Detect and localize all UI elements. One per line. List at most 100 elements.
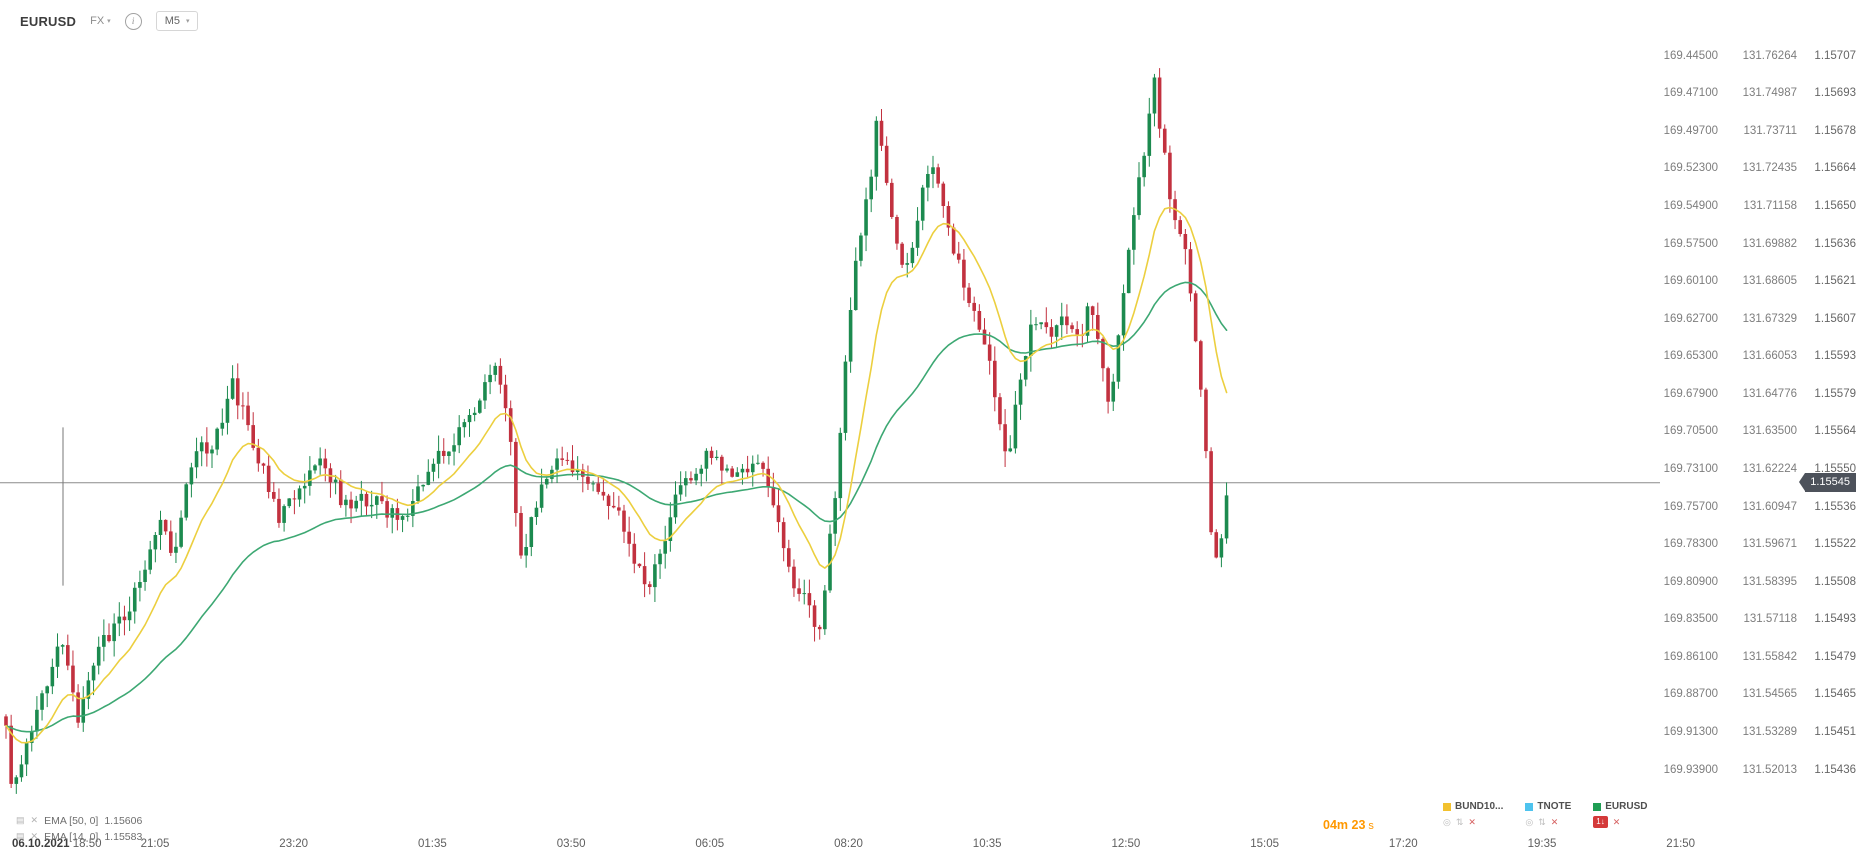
price-scale-label: 1.15479 — [1814, 650, 1856, 663]
price-scale-label: 169.86100 — [1663, 650, 1718, 663]
price-scale-row: 169.60100 131.68605 1.15621 — [1654, 274, 1856, 288]
indicator-remove-icon[interactable]: ✕ — [30, 831, 39, 841]
price-scale-label: 169.88700 — [1663, 688, 1718, 701]
indicator-value: 1.15583 — [104, 830, 143, 843]
instrument-badge[interactable]: TNOTE ◎ ⇅ ✕ — [1525, 801, 1571, 828]
price-scale-label: 1.15636 — [1814, 237, 1856, 250]
price-scale-label: 1.15593 — [1814, 350, 1856, 363]
price-scale-label: 1.15493 — [1814, 613, 1856, 626]
price-scale-row: 169.83500 131.57118 1.15493 — [1654, 612, 1856, 626]
current-price-tag: 1.15545 — [1799, 473, 1856, 492]
price-scale-label: 131.74987 — [1742, 87, 1797, 100]
instrument-badge[interactable]: EURUSD 1↓ ✕ — [1593, 801, 1647, 828]
instrument-name: TNOTE — [1537, 801, 1572, 812]
price-scale-label: 169.67900 — [1663, 387, 1718, 400]
time-tick: 03:50 — [556, 838, 586, 850]
price-scale-label: 169.49700 — [1663, 124, 1718, 137]
indicator-label: EMA [14, 0] — [44, 830, 99, 843]
price-scale-label: 1.15621 — [1814, 275, 1856, 288]
price-scale-label: 169.44500 — [1663, 49, 1718, 62]
swap-icon[interactable]: ⇅ — [1455, 817, 1464, 827]
price-scale-label: 1.15607 — [1814, 312, 1856, 325]
candles-group — [4, 68, 1229, 794]
price-scale-label: 1.15650 — [1814, 199, 1856, 212]
price-scale-row: 169.93900 131.52013 1.15436 — [1654, 763, 1856, 777]
price-scale-row: 169.52300 131.72435 1.15664 — [1654, 161, 1856, 175]
price-scale[interactable]: 169.44500 131.76264 1.15707 169.47100 131.74… — [1636, 0, 1866, 865]
price-scale-label: 1.15550 — [1814, 462, 1856, 475]
ema-slow-line — [5, 281, 1228, 733]
price-scale-label: 169.54900 — [1663, 199, 1718, 212]
price-scale-row: 169.44500 131.76264 1.15707 — [1654, 49, 1856, 63]
price-scale-label: 131.64776 — [1742, 387, 1797, 400]
instrument-color-swatch — [1593, 802, 1602, 811]
price-scale-label: 169.62700 — [1663, 312, 1718, 325]
time-tick: 10:35 — [972, 838, 1002, 850]
price-scale-row: 169.54900 131.71158 1.15650 — [1654, 199, 1856, 213]
price-scale-row: 169.70500 131.63500 1.15564 — [1654, 424, 1856, 438]
price-scale-label: 169.57500 — [1663, 237, 1718, 250]
instrument-color-swatch — [1525, 802, 1534, 811]
time-tick: 21:50 — [1666, 838, 1696, 850]
time-axis[interactable]: 06.10.2021 18:50 21:05 23:20 01:35 03:50 06:0… — [0, 836, 1866, 858]
price-scale-label: 1.15508 — [1814, 575, 1856, 588]
price-scale-label: 131.59671 — [1742, 538, 1797, 551]
current-price-value: 1.15545 — [1810, 476, 1850, 488]
market-selector[interactable]: FX ▾ — [90, 15, 111, 27]
price-scale-label: 131.57118 — [1743, 613, 1797, 626]
close-icon[interactable]: ✕ — [1612, 817, 1621, 827]
indicator-legend: ▤ ✕ EMA [50, 0] 1.15606 ▤ ✕ EMA [14, 0] 1.15583 — [16, 814, 142, 843]
indicator-row: ▤ ✕ EMA [50, 0] 1.15606 — [16, 814, 142, 827]
price-scale-label: 131.73711 — [1743, 124, 1797, 137]
price-scale-label: 1.15451 — [1814, 726, 1856, 739]
price-scale-row: 169.47100 131.74987 1.15693 — [1654, 86, 1856, 100]
price-scale-label: 131.69882 — [1742, 237, 1797, 250]
price-scale-label: 169.83500 — [1663, 613, 1718, 626]
indicator-settings-icon[interactable]: ▤ — [16, 815, 25, 825]
price-scale-row: 169.49700 131.73711 1.15678 — [1654, 124, 1856, 138]
timeframe-button[interactable]: M5 ▾ — [155, 11, 199, 31]
swap-icon[interactable]: ⇅ — [1538, 817, 1546, 827]
close-icon[interactable]: ✕ — [1550, 817, 1559, 827]
price-scale-label: 169.52300 — [1663, 162, 1718, 175]
time-tick: 19:35 — [1527, 838, 1557, 850]
price-scale-label: 131.76264 — [1742, 49, 1797, 62]
time-tick: 21:05 — [140, 838, 170, 850]
time-tick: 15:05 — [1250, 838, 1279, 850]
price-scale-label: 131.66053 — [1742, 350, 1797, 363]
price-scale-label: 131.53289 — [1742, 726, 1797, 739]
countdown-minutes: 04m — [1323, 818, 1349, 832]
instrument-color-swatch — [1443, 802, 1451, 811]
instrument-name: BUND10... — [1455, 801, 1504, 812]
indicator-settings-icon[interactable]: ▤ — [16, 831, 25, 841]
price-scale-label: 169.93900 — [1663, 763, 1718, 776]
price-scale-row: 169.80900 131.58395 1.15508 — [1654, 575, 1856, 589]
ema-fast-line — [5, 206, 1228, 744]
info-icon[interactable]: i — [124, 12, 142, 30]
price-scale-label: 131.54565 — [1742, 688, 1797, 701]
price-scale-label: 1.15536 — [1814, 500, 1856, 513]
visibility-icon[interactable]: ◎ — [1525, 817, 1534, 827]
price-scale-label: 131.52013 — [1742, 763, 1797, 776]
instrument-name: EURUSD — [1605, 801, 1648, 812]
price-scale-label: 131.58395 — [1742, 575, 1797, 588]
price-scale-label: 131.55842 — [1742, 650, 1797, 663]
indicator-remove-icon[interactable]: ✕ — [30, 815, 39, 825]
price-scale-label: 1.15522 — [1814, 538, 1856, 551]
price-scale-label: 169.47100 — [1663, 87, 1718, 100]
price-scale-row: 169.91300 131.53289 1.15451 — [1654, 725, 1856, 739]
price-scale-label: 1.15678 — [1814, 124, 1856, 137]
price-scale-row: 169.67900 131.64776 1.15579 — [1654, 387, 1856, 401]
instrument-badge[interactable]: BUND10... ◎ ⇅ ✕ — [1443, 801, 1503, 828]
price-scale-row: 169.65300 131.66053 1.15593 — [1654, 349, 1856, 363]
close-icon[interactable]: ✕ — [1468, 817, 1476, 827]
time-tick: 12:50 — [1111, 838, 1141, 850]
price-scale-label: 169.60100 — [1663, 275, 1718, 288]
price-scale-label: 1.15579 — [1814, 387, 1856, 400]
price-scale-label: 1.15664 — [1814, 162, 1856, 175]
visibility-icon[interactable]: ◎ — [1443, 817, 1451, 827]
alert-badge: 1↓ — [1593, 816, 1608, 828]
time-tick-first: 06.10.2021 18:50 — [12, 838, 102, 850]
